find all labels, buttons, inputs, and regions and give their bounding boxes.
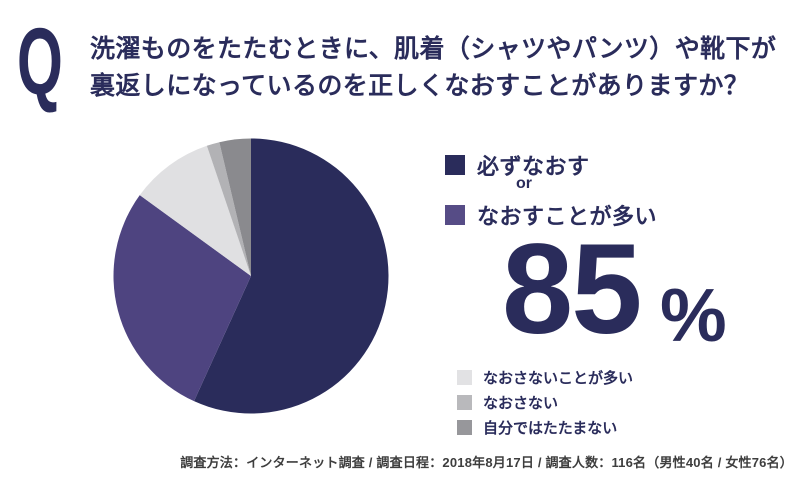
legend-item-never-fix: なおさない xyxy=(457,392,558,413)
pie-chart-container xyxy=(113,138,389,414)
legend-swatch-dont-fold xyxy=(457,420,472,435)
pie-slice xyxy=(113,195,251,402)
pie-chart xyxy=(113,138,389,414)
legend-swatch-often-fix xyxy=(445,205,465,225)
legend-swatch-often-not-fix xyxy=(457,370,472,385)
legend-item-often-not-fix: なおさないことが多い xyxy=(457,367,633,388)
pie-slice xyxy=(139,145,251,276)
pie-slice xyxy=(194,138,389,414)
legend-swatch-never-fix xyxy=(457,395,472,410)
legend-swatch-always-fix xyxy=(445,155,465,175)
legend-label-never-fix: なおさない xyxy=(483,395,559,412)
survey-methodology: 調査方法：インターネット調査 / 調査日程：2018年8月17日 / 調査人数：… xyxy=(180,455,793,470)
combined-percentage: 85 % xyxy=(502,226,742,356)
legend-item-dont-fold: 自分ではたたまない xyxy=(457,417,617,438)
legend-item-often-fix: なおすことが多い xyxy=(445,199,657,231)
pie-slice xyxy=(219,138,251,276)
legend-label-often-not-fix: なおさないことが多い xyxy=(483,370,634,387)
question-text: 洗濯ものをたたむときに、肌着（シャツやパンツ）や靴下が 裏返しになっているのを正し… xyxy=(90,31,776,105)
legend-item-always-fix: 必ずなおす xyxy=(445,149,590,181)
pie-slice xyxy=(206,142,251,276)
or-text: or xyxy=(516,175,532,192)
legend-label-often-fix: なおすことが多い xyxy=(477,204,658,229)
percentage-value: 85 xyxy=(502,218,642,361)
question-mark-logo: Q xyxy=(17,9,63,115)
legend-label-always-fix: 必ずなおす xyxy=(477,154,590,179)
question-line-1: 洗濯ものをたたむときに、肌着（シャツやパンツ）や靴下が xyxy=(90,35,777,63)
percent-sign: % xyxy=(660,273,727,357)
question-line-2: 裏返しになっているのを正しくなおすことがありますか？ xyxy=(90,72,750,100)
legend-label-dont-fold: 自分ではたたまない xyxy=(483,420,618,437)
